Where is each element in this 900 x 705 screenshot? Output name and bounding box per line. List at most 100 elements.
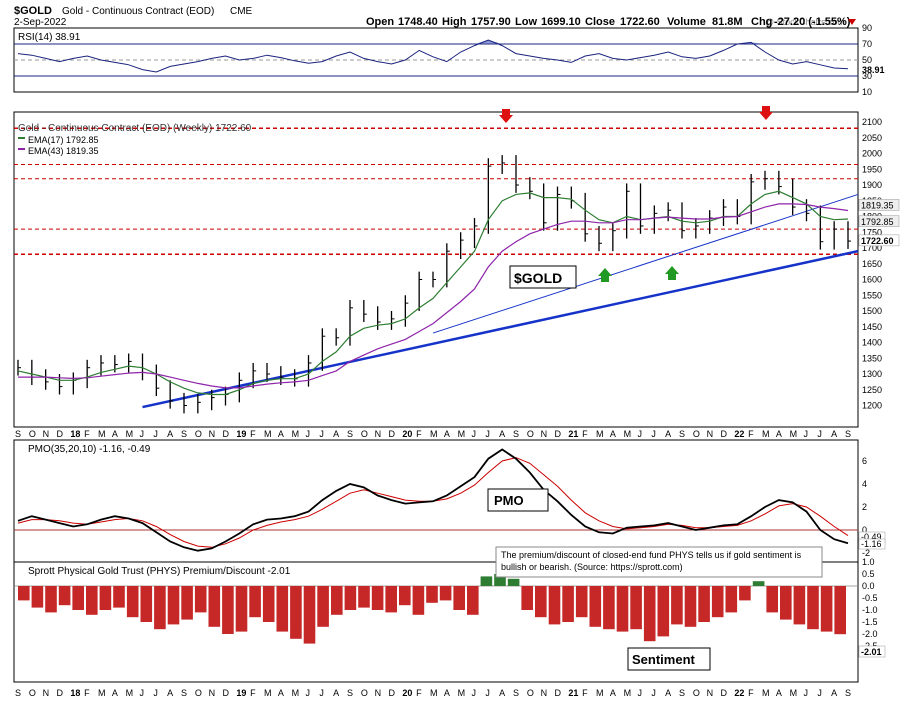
x-axis-label: D bbox=[389, 429, 396, 439]
price-tag-box bbox=[858, 234, 900, 247]
pmo-tick-label: 4 bbox=[862, 479, 867, 489]
pmo-last-value: -1.16 bbox=[861, 539, 882, 549]
ema17-swatch bbox=[18, 137, 25, 139]
x-axis-label: J bbox=[140, 429, 145, 439]
x-axis-label: A bbox=[444, 688, 450, 698]
x-axis-label: M bbox=[98, 688, 106, 698]
open-value: 1748.40 bbox=[398, 16, 438, 28]
x-axis-label: N bbox=[209, 688, 216, 698]
x-axis-label: S bbox=[679, 688, 685, 698]
phys-bar bbox=[820, 586, 833, 632]
x-axis-label: S bbox=[513, 688, 519, 698]
down-arrow-icon bbox=[759, 106, 773, 120]
price-tag-value: 1792.85 bbox=[861, 217, 894, 227]
x-axis-label: N bbox=[209, 429, 216, 439]
phys-bar bbox=[126, 586, 139, 618]
header-description: Gold - Continuous Contract (EOD) bbox=[62, 6, 214, 17]
low-label: Low bbox=[515, 16, 537, 28]
rsi-line bbox=[17, 39, 849, 73]
x-axis-label: M bbox=[292, 429, 300, 439]
phys-bar bbox=[494, 574, 506, 586]
phys-bar bbox=[194, 586, 207, 613]
high-label: High bbox=[442, 16, 467, 28]
phys-bar bbox=[86, 586, 98, 615]
x-axis-label: 19 bbox=[236, 688, 246, 698]
x-axis-label: J bbox=[319, 429, 324, 439]
x-axis-label: A bbox=[831, 429, 837, 439]
x-axis-label: F bbox=[416, 688, 422, 698]
x-axis-label: D bbox=[721, 429, 728, 439]
gold-label: $GOLD bbox=[514, 270, 562, 286]
phys-last-value: -2.01 bbox=[861, 647, 882, 657]
header-symbol: $GOLD bbox=[14, 5, 52, 17]
x-axis-label: A bbox=[776, 429, 782, 439]
price-tick-label: 1300 bbox=[862, 369, 882, 379]
x-axis-label: N bbox=[375, 429, 382, 439]
phys-bar bbox=[480, 576, 493, 586]
phys-tick-label: 0.5 bbox=[862, 569, 875, 579]
x-axis-label: 22 bbox=[734, 429, 744, 439]
x-axis-label: O bbox=[195, 688, 202, 698]
phys-bar bbox=[72, 586, 84, 610]
x-axis-label: N bbox=[707, 688, 714, 698]
phys-bar bbox=[807, 586, 819, 630]
x-axis-label: S bbox=[15, 688, 21, 698]
pmo-title: PMO(35,20,10) -1.16, -0.49 bbox=[28, 444, 151, 455]
x-axis-label: A bbox=[610, 688, 616, 698]
x-axis-label: F bbox=[84, 429, 90, 439]
x-axis-label: M bbox=[430, 429, 438, 439]
x-axis-label: O bbox=[693, 688, 700, 698]
phys-bar bbox=[262, 586, 275, 622]
x-axis-label: N bbox=[375, 688, 382, 698]
x-axis-label: M bbox=[790, 688, 798, 698]
phys-bar bbox=[766, 586, 778, 613]
phys-bar bbox=[684, 586, 697, 627]
x-axis-label: N bbox=[707, 429, 714, 439]
phys-bar bbox=[548, 586, 561, 625]
x-axis-label: D bbox=[57, 688, 64, 698]
rsi-tick-label: 30 bbox=[862, 71, 872, 81]
minor-trend-line bbox=[432, 193, 859, 334]
x-axis-label: F bbox=[748, 688, 754, 698]
x-axis-label: 19 bbox=[236, 429, 246, 439]
price-tick-label: 1550 bbox=[862, 290, 882, 300]
rsi-tick-label: 90 bbox=[862, 23, 872, 33]
x-axis-label: J bbox=[306, 429, 311, 439]
x-axis-label: S bbox=[845, 688, 851, 698]
x-axis-label: D bbox=[721, 688, 728, 698]
x-axis-label: S bbox=[513, 429, 519, 439]
phys-tick-label: -1.0 bbox=[862, 605, 878, 615]
pmo-line bbox=[17, 448, 849, 552]
chg-label: Chg bbox=[751, 16, 772, 28]
rsi-title: RSI(14) 38.91 bbox=[18, 32, 81, 43]
x-axis-label: M bbox=[126, 429, 133, 439]
pmo-tick-label: 0 bbox=[862, 525, 867, 535]
phys-bar bbox=[780, 586, 792, 620]
phys-bar bbox=[358, 586, 370, 608]
price-tick-label: 1350 bbox=[862, 353, 882, 363]
phys-tick-label: -0.5 bbox=[862, 593, 878, 603]
phys-panel bbox=[13, 561, 859, 683]
x-axis-label: J bbox=[485, 429, 490, 439]
price-title: Gold - Continuous Contract (EOD) (Weekly… bbox=[18, 123, 252, 134]
pmo-label-box bbox=[487, 488, 549, 512]
x-axis-label: O bbox=[527, 429, 534, 439]
price-tag-box bbox=[858, 215, 900, 228]
price-tick-label: 1950 bbox=[862, 164, 882, 174]
phys-bar bbox=[371, 586, 384, 610]
phys-bar bbox=[167, 586, 180, 625]
x-axis-label: S bbox=[15, 429, 21, 439]
x-axis-label: A bbox=[444, 429, 450, 439]
phys-bar bbox=[453, 586, 465, 610]
chg-value: -27.20 (-1.55%) bbox=[774, 16, 851, 28]
phys-bar bbox=[562, 586, 574, 622]
phys-bar bbox=[630, 586, 642, 630]
price-tick-label: 1450 bbox=[862, 322, 882, 332]
phys-tick-label: 1.0 bbox=[862, 557, 875, 567]
x-axis-label: J bbox=[638, 429, 643, 439]
header-exchange: CME bbox=[230, 6, 253, 17]
phys-value-box bbox=[858, 645, 886, 658]
phys-tick-label: -1.5 bbox=[862, 617, 878, 627]
price-tick-label: 2000 bbox=[862, 149, 882, 159]
